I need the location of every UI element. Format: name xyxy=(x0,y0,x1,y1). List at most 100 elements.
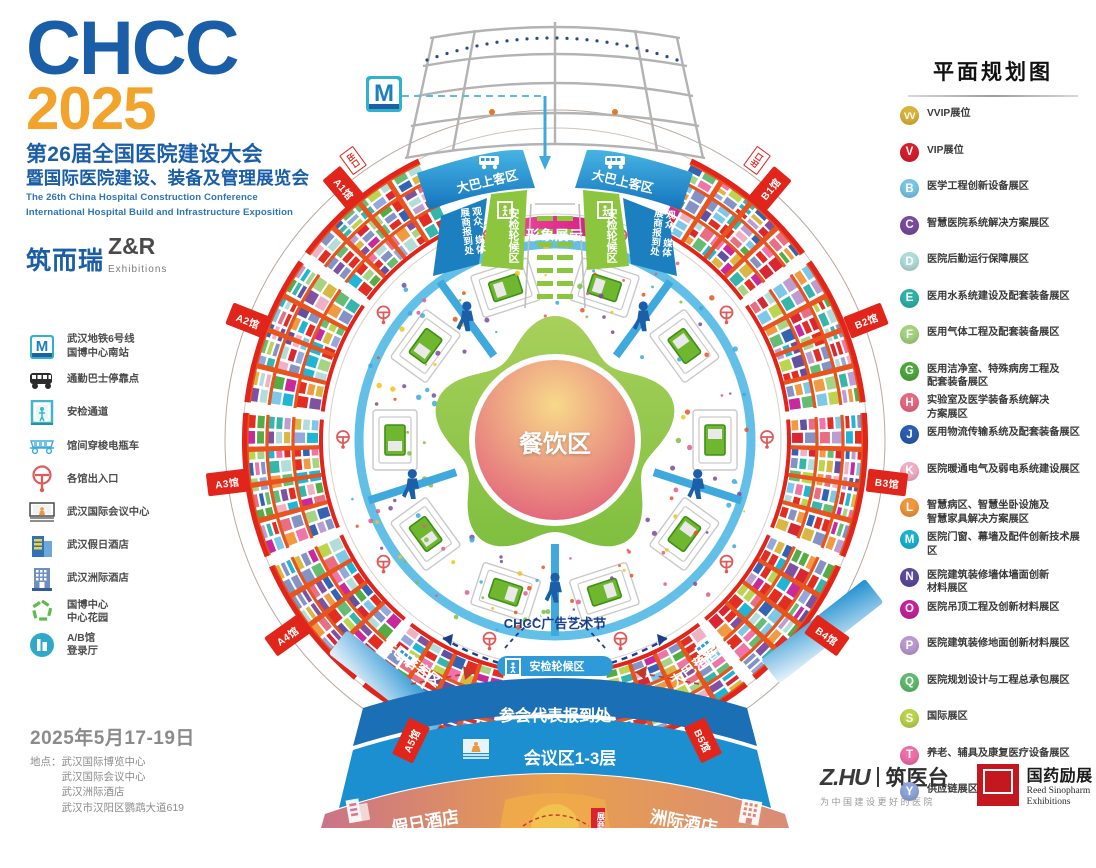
legend-label: 医用物流传输系统及配套装备展区 xyxy=(927,427,1080,439)
legend-label: 医院吊顶工程及创新材料展区 xyxy=(927,601,1060,613)
venue-line: 武汉洲际酒店 xyxy=(61,786,125,799)
legend-title: 平面规划图 xyxy=(933,61,1053,84)
map-key-label: 武汉国际会议中心 xyxy=(67,506,150,518)
legend-badge-c: C xyxy=(900,215,919,235)
legend-label: 国际展区 xyxy=(927,711,968,723)
legend-label: 实验室及医学装备系统解决 方案展区 xyxy=(927,395,1050,420)
legend-item[interactable]: L 智慧病区、智慧坐卧设施及 智慧家具解决方案展区 xyxy=(900,497,1086,526)
lobby-icon xyxy=(28,631,56,659)
legend-item[interactable]: V VIP展位 xyxy=(900,142,1086,170)
organizer-logo: 筑而瑞 Z&R Exhibitions xyxy=(26,232,316,277)
map-key-label: 馆间穿梭电瓶车 xyxy=(67,440,140,452)
legend-badge-j: J xyxy=(900,425,919,445)
legend-item[interactable]: J 医用物流传输系统及配套装备展区 xyxy=(900,424,1086,452)
legend-item[interactable]: K 医院暖通电气及弱电系统建设展区 xyxy=(900,461,1086,489)
legend-item[interactable]: O 医院吊顶工程及创新材料展区 xyxy=(900,599,1086,627)
reed-sinopharm-logo: 国药励展 Reed Sinopharm Exhibitions xyxy=(976,762,1093,809)
legend-panel: 平面规划图 VV VVIP展位 V VIP展位 B 医学工程创新设备展区 C 智慧医院系统解决… xyxy=(900,56,1086,818)
logo-divider xyxy=(876,767,879,788)
legend-item[interactable]: P 医院建筑装修地面创新材料展区 xyxy=(900,635,1086,663)
legend-item[interactable]: M 医院门窗、幕墙及配件创新技术展区 xyxy=(900,529,1086,558)
legend-badge-l: L xyxy=(900,498,919,518)
map-key-list: M 武汉地铁6号线 国博中心南站通勤巴士停靠点安检通道馆间穿梭电瓶车 各馆出入口武汉国… xyxy=(28,330,203,662)
svg-text:M: M xyxy=(36,338,49,355)
legend-divider xyxy=(908,95,1078,97)
map-key-item: 通勤巴士停靠点 xyxy=(28,363,203,396)
map-key-label: 各馆出入口 xyxy=(67,473,119,485)
legend-badge-b: B xyxy=(900,179,919,198)
venue-line: 武汉市汉阳区鹦鹉大道619 xyxy=(61,801,185,814)
venue-line: 武汉国际会议中心 xyxy=(61,771,146,784)
shuttle-cart-icon xyxy=(28,432,56,460)
organizer-sub: Exhibitions xyxy=(108,263,168,275)
map-key-label: 武汉假日酒店 xyxy=(67,540,129,552)
zhu-tagline: 为中国建设更好的医院 xyxy=(820,797,936,808)
map-key-item: 武汉国际会议中心 xyxy=(28,496,203,529)
holiday-inn-icon xyxy=(28,532,56,560)
floor-plan-map[interactable]: 餐饮区 形象展示 CHCC广告艺术节 大巴上客区 大巴上客区 安检轮候区 安检轮候区 观众、媒… xyxy=(205,8,909,866)
organizer-name-cn: 筑而瑞 xyxy=(26,246,105,275)
brand-title-en-1: The 26th China Hospital Construction Con… xyxy=(26,191,258,203)
metro-icon: M xyxy=(28,333,56,361)
reed-name-en-1: Reed Sinopharm xyxy=(1026,786,1091,796)
legend-label: 医院后勤运行保障展区 xyxy=(927,254,1029,265)
map-key-item: 安检通道 xyxy=(28,396,203,429)
map-key-item: 各馆出入口 xyxy=(28,463,203,496)
legend-item[interactable]: Y 供应链展区 xyxy=(900,781,1086,809)
legend-badge-n: N xyxy=(900,567,919,587)
brand-block: CHCC 2025 第26届全国医院建设大会 暨国际医院建设、装备及管理展览会 … xyxy=(26,6,316,277)
legend-item[interactable]: G 医用洁净室、特殊病房工程及 配套装备展区 xyxy=(900,361,1086,390)
garden-icon xyxy=(28,598,56,626)
metro-marker-icon[interactable]: M xyxy=(365,74,403,114)
legend-badge-p: P xyxy=(900,636,919,656)
bus-icon xyxy=(28,366,56,394)
map-key-item: M 武汉地铁6号线 国博中心南站 xyxy=(28,330,203,363)
venue-line: 武汉国际博览中心 xyxy=(61,756,146,768)
legend-badge-q: Q xyxy=(900,672,919,692)
legend-label: 医院暖通电气及弱电系统建设展区 xyxy=(927,463,1080,475)
legend-item[interactable]: H 实验室及医学装备系统解决 方案展区 xyxy=(900,392,1086,421)
legend-badge-h: H xyxy=(900,393,919,413)
legend-badge-s: S xyxy=(900,709,919,729)
partner-logos: Z.HU 筑医台 为中国建设更好的医院 国药励展 Reed Sinopharm … xyxy=(820,762,1093,809)
legend-label: 供应链展区 xyxy=(927,784,978,796)
brand-acronym: CHCC xyxy=(26,6,240,91)
brand-title-en-2: International Hospital Build and Infrast… xyxy=(26,206,293,218)
event-date: 2025年5月17-19日 xyxy=(30,728,195,749)
legend-item[interactable]: F 医用气体工程及配套装备展区 xyxy=(900,324,1086,352)
legend-item[interactable]: D 医院后勤运行保障展区 xyxy=(900,251,1086,279)
legend-badge-g: G xyxy=(900,361,919,381)
legend-item[interactable]: E 医用水系统建设及配套装备展区 xyxy=(900,288,1086,316)
legend-badge-v: V xyxy=(900,142,919,162)
legend-item[interactable]: T 养老、辅具及康复医疗设备展区 xyxy=(900,745,1086,773)
legend-label: 养老、辅具及康复医疗设备展区 xyxy=(927,747,1070,759)
legend-item[interactable]: N 医院建筑装修墙体墙面创新 材料展区 xyxy=(900,567,1086,596)
map-key-item: 馆间穿梭电瓶车 xyxy=(28,430,203,463)
map-key-label: 安检通道 xyxy=(67,407,109,419)
reed-seal-icon xyxy=(976,764,1019,807)
intercontinental-icon xyxy=(28,565,56,593)
brand-title-cn-2: 暨国际医院建设、装备及管理展览会 xyxy=(26,167,310,188)
map-key-item: 武汉假日酒店 xyxy=(28,529,203,562)
map-key-label: A/B馆 登录厅 xyxy=(67,633,98,658)
event-info: 2025年5月17-19日 地点： 武汉国际博览中心 武汉国际会议中心 武汉洲际酒店… xyxy=(30,723,195,816)
legend-label: VVIP展位 xyxy=(927,108,971,119)
legend-item[interactable]: Q 医院规划设计与工程总承包展区 xyxy=(900,672,1086,700)
legend-item[interactable]: C 智慧医院系统解决方案展区 xyxy=(900,215,1086,243)
legend-label: 医用水系统建设及配套装备展区 xyxy=(927,290,1070,302)
legend-label: 医院建筑装修地面创新材料展区 xyxy=(927,638,1070,650)
security-gate-icon xyxy=(28,399,56,427)
entrance-icon xyxy=(28,465,56,493)
venue-label: 地点： xyxy=(30,756,62,768)
legend-item[interactable]: B 医学工程创新设备展区 xyxy=(900,178,1086,206)
map-key-label: 武汉地铁6号线 国博中心南站 xyxy=(67,334,135,359)
legend-badge-o: O xyxy=(900,599,919,619)
legend-item[interactable]: S 国际展区 xyxy=(900,708,1086,736)
conference-center-icon xyxy=(28,499,56,527)
organizer-zr: Z&R xyxy=(108,232,156,259)
legend-item[interactable]: VV VVIP展位 xyxy=(900,105,1086,133)
reed-name-en-2: Exhibitions xyxy=(1026,797,1071,808)
legend-badge-vv: VV xyxy=(900,106,919,125)
legend-badge-y: Y xyxy=(900,782,919,802)
legend-badge-e: E xyxy=(900,288,919,308)
